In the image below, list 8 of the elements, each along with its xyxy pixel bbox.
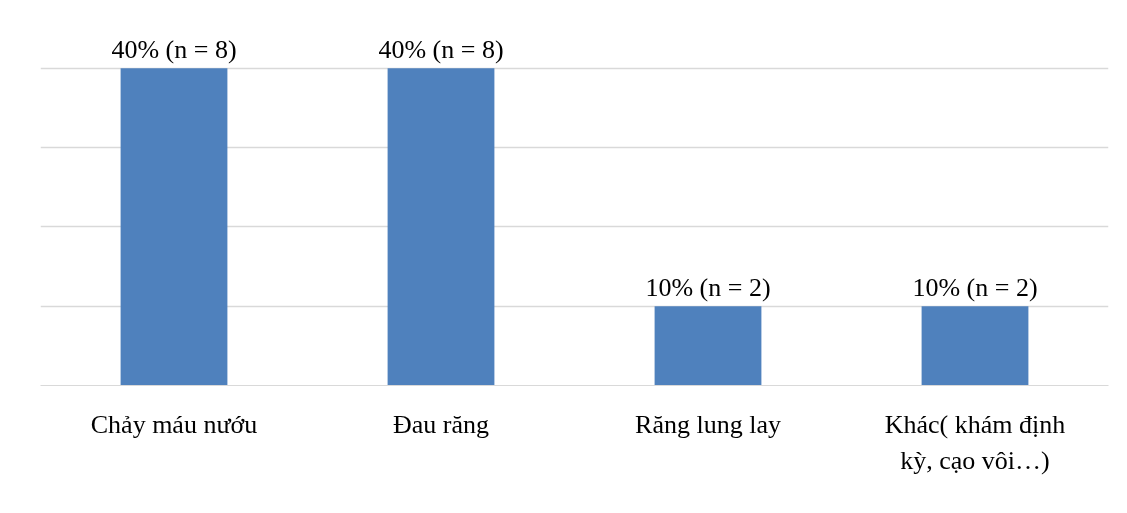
data-label: 10% (n = 2) (912, 273, 1038, 303)
data-label: 10% (n = 2) (645, 273, 771, 303)
x-tick-label: Đau răng (392, 409, 490, 439)
x-tick-label: Chảy máu nướu (90, 409, 258, 439)
data-label: 40% (n = 8) (111, 35, 237, 65)
x-tick-label: Khác( khám định kỳ, cạo vôi…) (884, 409, 1066, 475)
data-label: 40% (n = 8) (378, 35, 504, 65)
x-tick-label: Răng lung lay (635, 409, 781, 439)
